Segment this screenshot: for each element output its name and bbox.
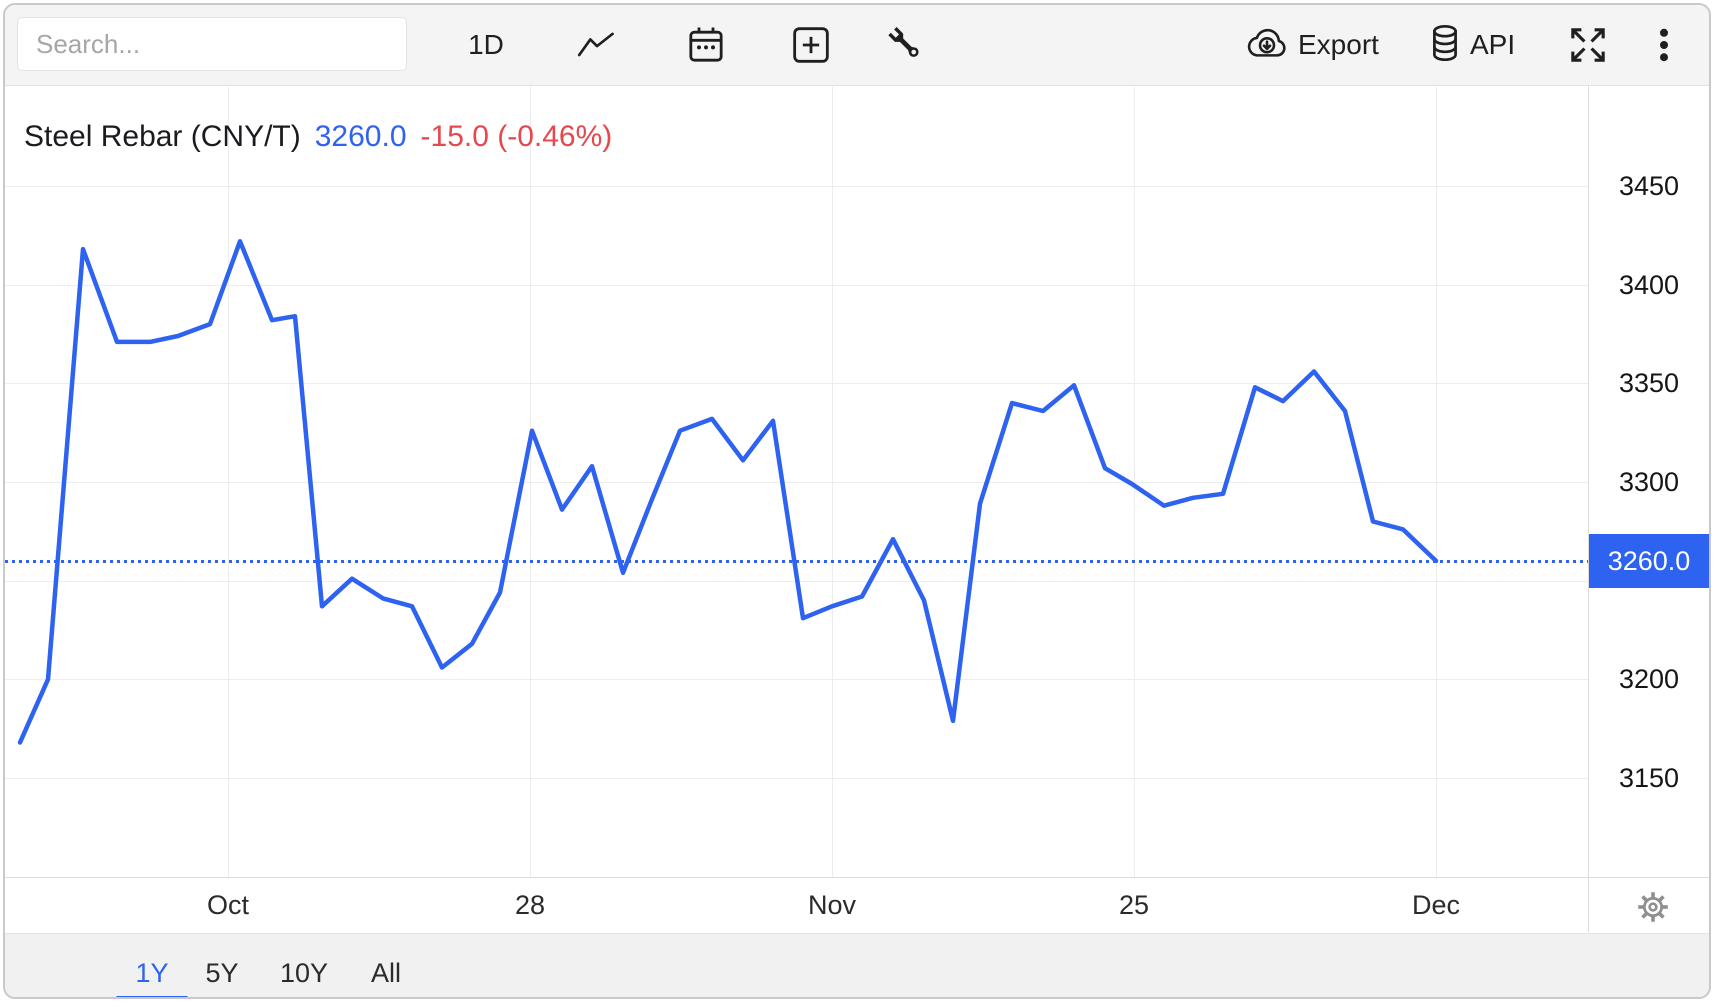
interval-button[interactable]: 1D xyxy=(468,29,504,60)
x-axis-tick-label: 28 xyxy=(514,890,546,920)
api-button[interactable]: API xyxy=(1428,23,1516,68)
price-axis[interactable] xyxy=(1589,86,1709,877)
range-button-1y[interactable]: 1Y xyxy=(135,958,169,988)
y-axis-tick-label: 3150 xyxy=(1618,763,1680,793)
range-button-5y[interactable]: 5Y xyxy=(205,958,239,988)
calendar-icon[interactable] xyxy=(684,23,728,67)
export-button[interactable]: Export xyxy=(1244,25,1379,65)
range-button-10y[interactable]: 10Y xyxy=(279,958,329,988)
y-gridline xyxy=(5,383,1588,384)
range-button-all[interactable]: All xyxy=(370,958,401,988)
y-gridline xyxy=(5,679,1588,680)
instrument-last-price: 3260.0 xyxy=(314,120,407,153)
x-axis-tick-label: 25 xyxy=(1118,890,1150,920)
instrument-header: Steel Rebar (CNY/T) 3260.0 -15.0 (-0.46%… xyxy=(24,120,612,154)
tools-icon[interactable] xyxy=(882,23,926,67)
axis-separator-horizontal xyxy=(5,877,1709,878)
y-gridline xyxy=(5,581,1588,582)
y-axis-tick-label: 3400 xyxy=(1618,270,1680,300)
x-axis-tick-label: Dec xyxy=(1411,890,1460,920)
axis-settings-gear-icon[interactable] xyxy=(1634,888,1672,926)
export-label: Export xyxy=(1298,29,1379,60)
database-icon xyxy=(1428,23,1462,68)
instrument-title: Steel Rebar (CNY/T) xyxy=(24,120,301,153)
x-gridline xyxy=(832,86,833,877)
y-axis-tick-label: 3450 xyxy=(1618,171,1680,201)
fullscreen-icon[interactable] xyxy=(1566,23,1610,67)
active-range-underline xyxy=(116,996,188,999)
search-input[interactable] xyxy=(17,17,407,71)
range-toolbar xyxy=(5,933,1709,998)
add-panel-icon[interactable] xyxy=(789,23,833,67)
y-axis-tick-label: 3200 xyxy=(1618,664,1680,694)
y-gridline xyxy=(5,186,1588,187)
x-gridline xyxy=(228,86,229,877)
api-label: API xyxy=(1470,29,1516,60)
export-icon xyxy=(1244,25,1290,66)
x-gridline xyxy=(1436,86,1437,877)
x-axis-tick-label: Oct xyxy=(206,890,249,920)
line-chart-icon[interactable] xyxy=(575,23,619,67)
instrument-change: -15.0 (-0.46%) xyxy=(420,120,613,153)
x-gridline xyxy=(1134,86,1135,877)
x-axis-tick-label: Nov xyxy=(807,890,856,920)
current-price-badge: 3260.0 xyxy=(1589,534,1709,588)
y-gridline xyxy=(5,285,1588,286)
current-price-line xyxy=(5,560,1588,563)
y-gridline xyxy=(5,778,1588,779)
x-gridline xyxy=(530,86,531,877)
y-gridline xyxy=(5,482,1588,483)
y-axis-tick-label: 3300 xyxy=(1618,467,1680,497)
more-options-icon[interactable] xyxy=(1642,23,1686,67)
y-axis-tick-label: 3350 xyxy=(1618,368,1680,398)
axis-separator-vertical xyxy=(1588,86,1589,932)
